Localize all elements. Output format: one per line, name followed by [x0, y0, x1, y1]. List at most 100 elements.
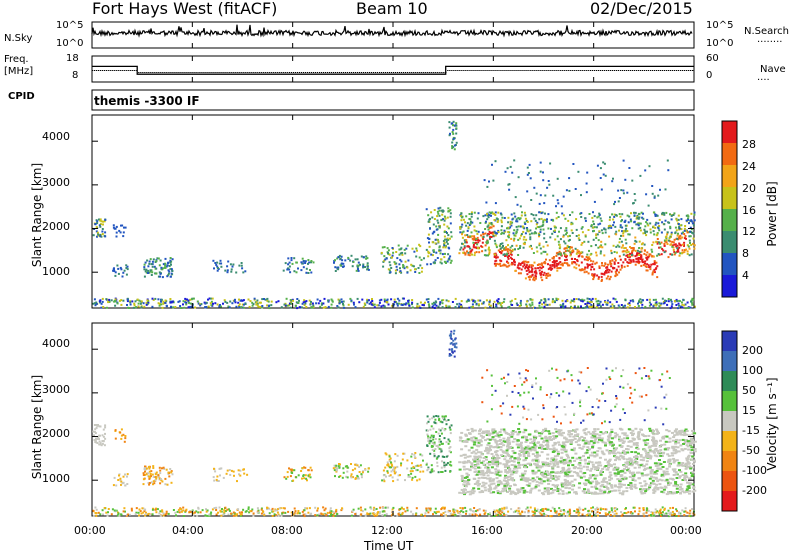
heatmap-cell [627, 302, 630, 305]
heatmap-cell [317, 507, 319, 510]
heatmap-cell [572, 449, 576, 452]
heatmap-cell [468, 469, 472, 472]
heatmap-cell [540, 437, 544, 440]
heatmap-cell [440, 442, 443, 445]
heatmap-cell [354, 477, 357, 480]
heatmap-cell [669, 507, 672, 510]
heatmap-cell [534, 219, 537, 222]
heatmap-cell [270, 304, 273, 307]
heatmap-cell [281, 512, 284, 515]
heatmap-cell [373, 514, 376, 516]
heatmap-cell [615, 214, 618, 217]
heatmap-cell [555, 254, 558, 257]
heatmap-cell [663, 301, 666, 304]
heatmap-cell [619, 226, 622, 229]
heatmap-cell [583, 299, 586, 302]
heatmap-cell [495, 254, 498, 257]
heatmap-cell [497, 219, 500, 222]
heatmap-cell [402, 452, 405, 455]
heatmap-cell [633, 506, 636, 509]
heatmap-cell [402, 297, 405, 300]
heatmap-cell [380, 305, 383, 308]
heatmap-cell [159, 472, 162, 475]
heatmap-cell [526, 462, 530, 465]
heatmap-cell [611, 511, 614, 513]
heatmap-cell [668, 512, 671, 515]
heatmap-cell [604, 444, 607, 447]
heatmap-cell [102, 223, 104, 226]
heatmap-cell [212, 302, 214, 305]
heatmap-cell [581, 242, 584, 244]
heatmap-cell [586, 171, 589, 174]
heatmap-cell [167, 471, 170, 474]
heatmap-cell [642, 456, 646, 459]
heatmap-cell [461, 236, 464, 239]
heatmap-cell [637, 262, 640, 265]
heatmap-cell [596, 233, 599, 236]
heatmap-cell [227, 260, 230, 263]
heatmap-cell [548, 274, 551, 277]
velocity-cbar-tick: 200 [742, 344, 763, 357]
heatmap-cell [689, 443, 693, 446]
heatmap-cell [658, 513, 661, 516]
heatmap-cell [529, 238, 532, 241]
heatmap-cell [289, 301, 292, 304]
heatmap-cell [411, 306, 414, 309]
heatmap-cell [471, 253, 473, 256]
heatmap-cell [512, 239, 515, 242]
heatmap-cell [427, 250, 430, 253]
heatmap-cell [654, 223, 657, 226]
heatmap-cell [158, 271, 161, 274]
heatmap-cell [415, 247, 418, 250]
heatmap-cell [547, 508, 550, 511]
heatmap-cell [676, 219, 679, 222]
heatmap-cell [500, 514, 502, 516]
heatmap-cell [597, 239, 600, 242]
heatmap-cell [126, 483, 129, 485]
heatmap-cell [641, 216, 644, 219]
heatmap-cell [356, 297, 359, 300]
nave-point [150, 72, 152, 73]
heatmap-cell [161, 510, 164, 513]
heatmap-cell [410, 472, 413, 475]
nave-point [613, 70, 615, 71]
heatmap-cell [501, 507, 504, 510]
heatmap-cell [523, 211, 526, 214]
heatmap-cell [126, 300, 129, 303]
heatmap-cell [548, 259, 551, 262]
cpid-panel-frame [91, 89, 695, 111]
heatmap-cell [169, 298, 172, 300]
heatmap-cell [149, 473, 152, 475]
heatmap-cell [556, 199, 559, 202]
heatmap-cell [595, 512, 597, 515]
heatmap-cell [240, 306, 243, 309]
heatmap-cell [482, 236, 485, 238]
heatmap-cell [382, 510, 385, 513]
heatmap-cell [407, 475, 410, 478]
heatmap-cell [652, 491, 656, 494]
heatmap-cell [540, 513, 543, 516]
nave-point [266, 72, 268, 73]
heatmap-cell [622, 250, 625, 253]
cpid-text: themis -3300 IF [94, 94, 200, 108]
heatmap-cell [471, 248, 474, 251]
heatmap-cell [645, 269, 648, 272]
heatmap-cell [147, 269, 150, 272]
heatmap-cell [377, 304, 380, 307]
heatmap-cell [533, 449, 537, 452]
heatmap-cell [354, 467, 357, 470]
heatmap-cell [288, 268, 291, 271]
heatmap-cell [361, 298, 364, 301]
heatmap-cell [553, 264, 556, 267]
heatmap-cell [669, 227, 672, 230]
heatmap-cell [447, 239, 450, 241]
power-cbar-tick: 12 [742, 225, 756, 238]
heatmap-cell [632, 432, 635, 435]
heatmap-cell [435, 445, 438, 447]
heatmap-cell [171, 473, 174, 476]
heatmap-cell [522, 455, 526, 458]
heatmap-cell [154, 267, 157, 270]
heatmap-cell [303, 509, 306, 512]
heatmap-cell [591, 297, 594, 300]
nave-point [306, 72, 308, 73]
